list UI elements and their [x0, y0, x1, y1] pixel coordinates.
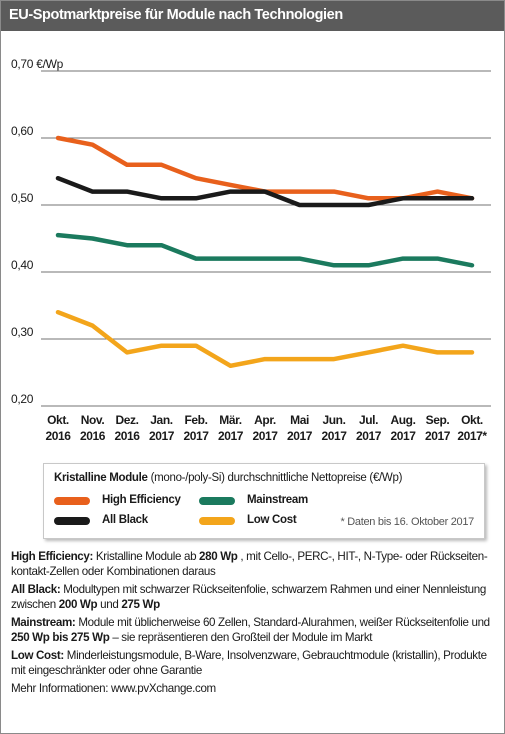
- footnote: * Daten bis 16. Oktober 2017: [340, 516, 475, 528]
- note: High Efficiency: Kristalline Module ab 2…: [11, 549, 491, 579]
- header: EU-Spotmarktpreise für Module nach Techn…: [1, 1, 504, 31]
- note-text: , mit Cello-, PERC-, HIT-, N-Type- oder …: [11, 550, 488, 578]
- note: Mainstream: Module mit üblicherweise 60 …: [11, 615, 491, 645]
- note-text: Module mit üblicherweise 60 Zellen, Stan…: [78, 616, 490, 629]
- x-tick-label: Mai 2017: [286, 413, 313, 443]
- series-line: [55, 309, 475, 369]
- legend-title-bold: Kristalline Module: [54, 472, 148, 484]
- note-text: 250 Wp bis 275 Wp: [11, 631, 110, 644]
- legend-label: All Black: [102, 514, 148, 526]
- x-tick-label: Aug. 2017: [390, 413, 416, 443]
- y-tick-label: 0,30: [11, 325, 34, 339]
- legend-label: High Efficiency: [102, 494, 181, 506]
- y-tick-label: 0,60: [11, 124, 34, 138]
- chart: 0,70 €/Wp 0,60 0,50 0,40 0,30 0,20: [11, 57, 491, 407]
- x-tick-label: Apr. 2017: [252, 413, 278, 443]
- series-line: [55, 175, 475, 208]
- note-text: Modultypen mit schwarzer Rückseitenfolie…: [11, 583, 486, 611]
- x-tick-label: Jun. 2017: [321, 413, 347, 443]
- note-text: Minderleistungsmodule, B-Ware, Insolvenz…: [11, 649, 487, 677]
- note-text: und: [100, 598, 119, 611]
- x-tick-label: Dez. 2016: [114, 413, 140, 443]
- legend-swatch: [199, 517, 235, 525]
- notes: High Efficiency: Kristalline Module ab 2…: [11, 549, 491, 699]
- y-tick-label: 0,20: [11, 392, 34, 406]
- x-tick-label: Jul. 2017: [355, 413, 382, 443]
- series-line: [55, 232, 475, 268]
- note-term: Mainstream:: [11, 616, 76, 629]
- x-tick-label: Okt. 2016: [45, 413, 71, 443]
- legend-label: Low Cost: [247, 514, 297, 526]
- legend-subtitle: (mono-/poly-Si) durchschnittliche Nettop…: [150, 472, 403, 484]
- x-tick-label: Okt. 2017*: [457, 413, 487, 443]
- note-term: All Black:: [11, 583, 61, 596]
- note-text: – sie repräsentieren den Großteil der Mo…: [112, 631, 373, 644]
- chart-title: EU-Spotmarktpreise für Module nach Techn…: [9, 7, 343, 23]
- series-line: [55, 135, 475, 201]
- legend-swatch: [54, 517, 90, 525]
- legend-title: Kristalline Module (mono-/poly-Si) durch…: [54, 472, 402, 484]
- note-term: High Efficiency:: [11, 550, 94, 563]
- note-text: 280 Wp: [199, 550, 238, 563]
- x-tick-label: Sep. 2017: [424, 413, 451, 443]
- more-info: Mehr Informationen: www.pvXchange.com: [11, 682, 216, 695]
- note: Low Cost: Minderleistungsmodule, B-Ware,…: [11, 648, 491, 678]
- legend-label: Mainstream: [247, 494, 308, 506]
- legend-swatch: [54, 497, 90, 505]
- note-term: Low Cost:: [11, 649, 64, 662]
- x-tick-label: Nov. 2016: [79, 413, 106, 443]
- note-text: 200 Wp: [58, 598, 98, 611]
- x-tick-label: Feb. 2017: [183, 413, 209, 443]
- legend: Kristalline Module (mono-/poly-Si) durch…: [43, 463, 485, 539]
- y-tick-label: 0,40: [11, 258, 34, 272]
- y-tick-label: 0,50: [11, 191, 34, 205]
- note: All Black: Modultypen mit schwarzer Rück…: [11, 582, 491, 612]
- y-tick-label: 0,70 €/Wp: [11, 57, 64, 71]
- x-tick-label: Mär. 2017: [217, 413, 244, 443]
- x-tick-label: Jan. 2017: [148, 413, 175, 443]
- note-text: Kristalline Module ab: [95, 550, 197, 563]
- note-text: 275 Wp: [121, 598, 160, 611]
- legend-swatch: [199, 497, 235, 505]
